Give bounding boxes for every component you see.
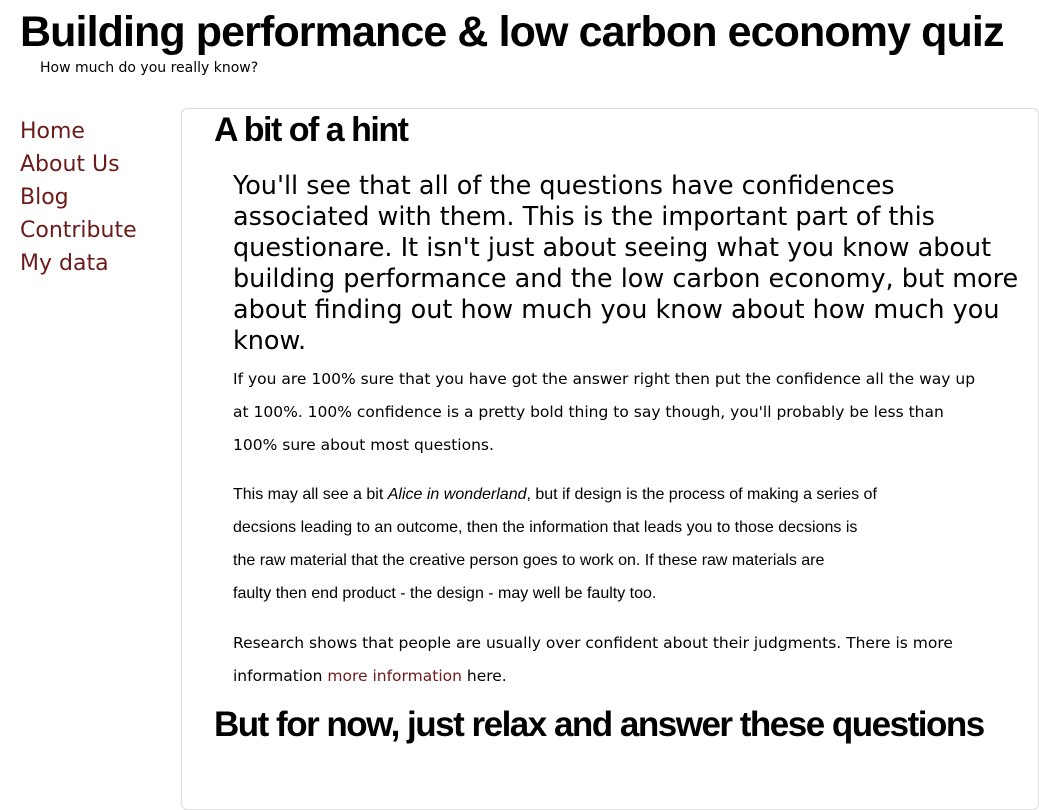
site-title: Building performance & low carbon econom… — [20, 8, 1004, 56]
paragraph: This may all see a bit Alice in wonderla… — [233, 478, 993, 610]
heading: But for now, just relax and answer these… — [214, 705, 985, 744]
paragraph: Research shows that people are usually o… — [233, 627, 993, 693]
paragraph: If you are 100% sure that you have got t… — [233, 370, 976, 454]
nav-link[interactable]: Blog — [20, 185, 69, 210]
text: Research shows that people are usually o… — [233, 634, 953, 685]
text: here. — [461, 667, 507, 685]
emphasis: Alice in wonderland — [387, 486, 527, 503]
text: faulty then end product - the design - m… — [233, 585, 657, 602]
nav-link[interactable]: Contribute — [20, 218, 137, 243]
text: the raw material that the creative perso… — [233, 552, 825, 569]
text: decsions leading to an outcome, then the… — [233, 519, 858, 536]
site-subtitle: How much do you really know? — [40, 60, 259, 76]
text: This may all see a bit — [233, 486, 388, 503]
lead-paragraph: You'll see that all of the questions hav… — [233, 171, 1019, 356]
nav-link[interactable]: My data — [20, 251, 109, 276]
page: Building performance & low carbon econom… — [20, 8, 1039, 810]
text: , but if design is the process of making… — [526, 486, 877, 503]
link[interactable]: more information — [327, 667, 462, 685]
nav-link[interactable]: About Us — [20, 152, 120, 177]
heading: A bit of a hint — [214, 111, 409, 149]
nav-link[interactable]: Home — [20, 119, 85, 144]
nav: Home About Us Blog Contribute My data — [20, 115, 137, 280]
